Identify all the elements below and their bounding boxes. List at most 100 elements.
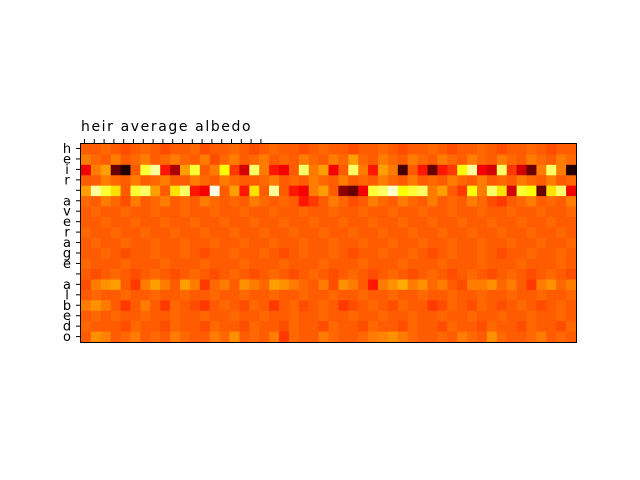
heatmap-cell	[387, 321, 399, 332]
heatmap-cell	[249, 248, 260, 260]
heatmap-cell	[130, 144, 141, 155]
heatmap-cell	[100, 258, 112, 270]
heatmap-cell	[318, 269, 329, 280]
heatmap-cell	[556, 164, 567, 176]
heatmap-cell	[368, 258, 379, 270]
heatmap-cell	[249, 289, 260, 301]
heatmap-cell	[328, 227, 339, 239]
heatmap-cell	[378, 164, 389, 176]
heatmap-cell	[407, 164, 418, 176]
heatmap-cell	[249, 185, 260, 197]
heatmap-cell	[427, 206, 438, 218]
heatmap-cell	[298, 279, 310, 291]
left-tick-label: i	[65, 163, 69, 178]
heatmap-cell	[556, 154, 567, 166]
heatmap-cell	[526, 185, 537, 197]
heatmap-cell	[378, 144, 389, 155]
heatmap-cell	[239, 269, 250, 280]
heatmap-cell	[387, 310, 399, 322]
heatmap-cell	[100, 185, 112, 197]
heatmap-cell	[209, 300, 220, 312]
heatmap-cell	[150, 164, 161, 176]
heatmap-cell	[546, 258, 557, 270]
heatmap-cell	[437, 175, 448, 187]
heatmap-cell	[219, 300, 230, 312]
heatmap-cell	[546, 331, 557, 343]
heatmap-cell	[259, 154, 270, 166]
heatmap-cell	[328, 216, 339, 228]
heatmap-cell	[298, 227, 310, 239]
heatmap-cell	[100, 310, 112, 322]
heatmap-cell	[269, 144, 280, 155]
heatmap-cell	[348, 216, 359, 228]
heatmap-cell	[120, 196, 131, 207]
heatmap-cell	[318, 289, 329, 301]
heatmap-cell	[229, 279, 240, 291]
heatmap-cell	[457, 196, 468, 207]
heatmap-cell	[556, 248, 567, 260]
heatmap-cell	[90, 321, 102, 332]
heatmap-cell	[437, 206, 448, 218]
heatmap-cell	[358, 258, 369, 270]
heatmap-cell	[467, 175, 478, 187]
heatmap-cell	[378, 227, 389, 239]
heatmap-cell	[209, 289, 220, 301]
heatmap-cell	[209, 279, 220, 291]
heatmap-cell	[536, 237, 547, 249]
heatmap-cell	[209, 269, 220, 280]
heatmap-cell	[566, 196, 577, 207]
heatmap-cell	[407, 310, 418, 322]
heatmap-cell	[467, 196, 478, 207]
heatmap-cell	[199, 227, 211, 239]
heatmap-cell	[407, 331, 418, 343]
heatmap-cell	[110, 321, 121, 332]
heatmap-cell	[358, 154, 369, 166]
heatmap-cell	[387, 269, 399, 280]
heatmap-cell	[506, 248, 517, 260]
heatmap-cell	[516, 279, 527, 291]
heatmap-cell	[407, 248, 418, 260]
heatmap-cell	[160, 164, 171, 176]
heatmap-cell	[546, 196, 557, 207]
heatmap-cell	[506, 279, 517, 291]
heatmap-cell	[457, 300, 468, 312]
heatmap-cell	[110, 164, 121, 176]
heatmap-cell	[90, 154, 102, 166]
heatmap-cell	[110, 185, 121, 197]
heatmap-cell	[407, 154, 418, 166]
heatmap-cell	[298, 206, 310, 218]
heatmap-cell	[516, 206, 527, 218]
heatmap-cell	[447, 300, 458, 312]
heatmap-cell	[467, 185, 478, 197]
heatmap-cell	[447, 237, 458, 249]
heatmap-cell	[368, 279, 379, 291]
heatmap-cell	[239, 331, 250, 343]
heatmap-cell	[288, 237, 300, 249]
heatmap-cell	[407, 216, 418, 228]
heatmap-cell	[180, 289, 191, 301]
heatmap-cell	[308, 300, 319, 312]
heatmap-cell	[457, 289, 468, 301]
heatmap-cell	[556, 269, 567, 280]
heatmap-cell	[506, 144, 517, 155]
heatmap-cell	[199, 196, 211, 207]
heatmap-cell	[407, 206, 418, 218]
heatmap-cell	[556, 279, 567, 291]
heatmap-cell	[486, 196, 498, 207]
heatmap-cell	[358, 248, 369, 260]
heatmap-cell	[160, 206, 171, 218]
heatmap-cell	[348, 279, 359, 291]
heatmap-cell	[467, 279, 478, 291]
heatmap-cell	[199, 310, 211, 322]
heatmap-cell	[368, 289, 379, 301]
heatmap-cell	[556, 175, 567, 187]
heatmap-cell	[269, 331, 280, 343]
heatmap-cell	[427, 175, 438, 187]
heatmap-cell	[526, 289, 537, 301]
heatmap-cell	[140, 321, 151, 332]
heatmap-cell	[506, 300, 517, 312]
heatmap-cell	[397, 154, 409, 166]
heatmap-cell	[120, 279, 131, 291]
heatmap-cell	[81, 258, 92, 270]
heatmap-cell	[298, 185, 310, 197]
